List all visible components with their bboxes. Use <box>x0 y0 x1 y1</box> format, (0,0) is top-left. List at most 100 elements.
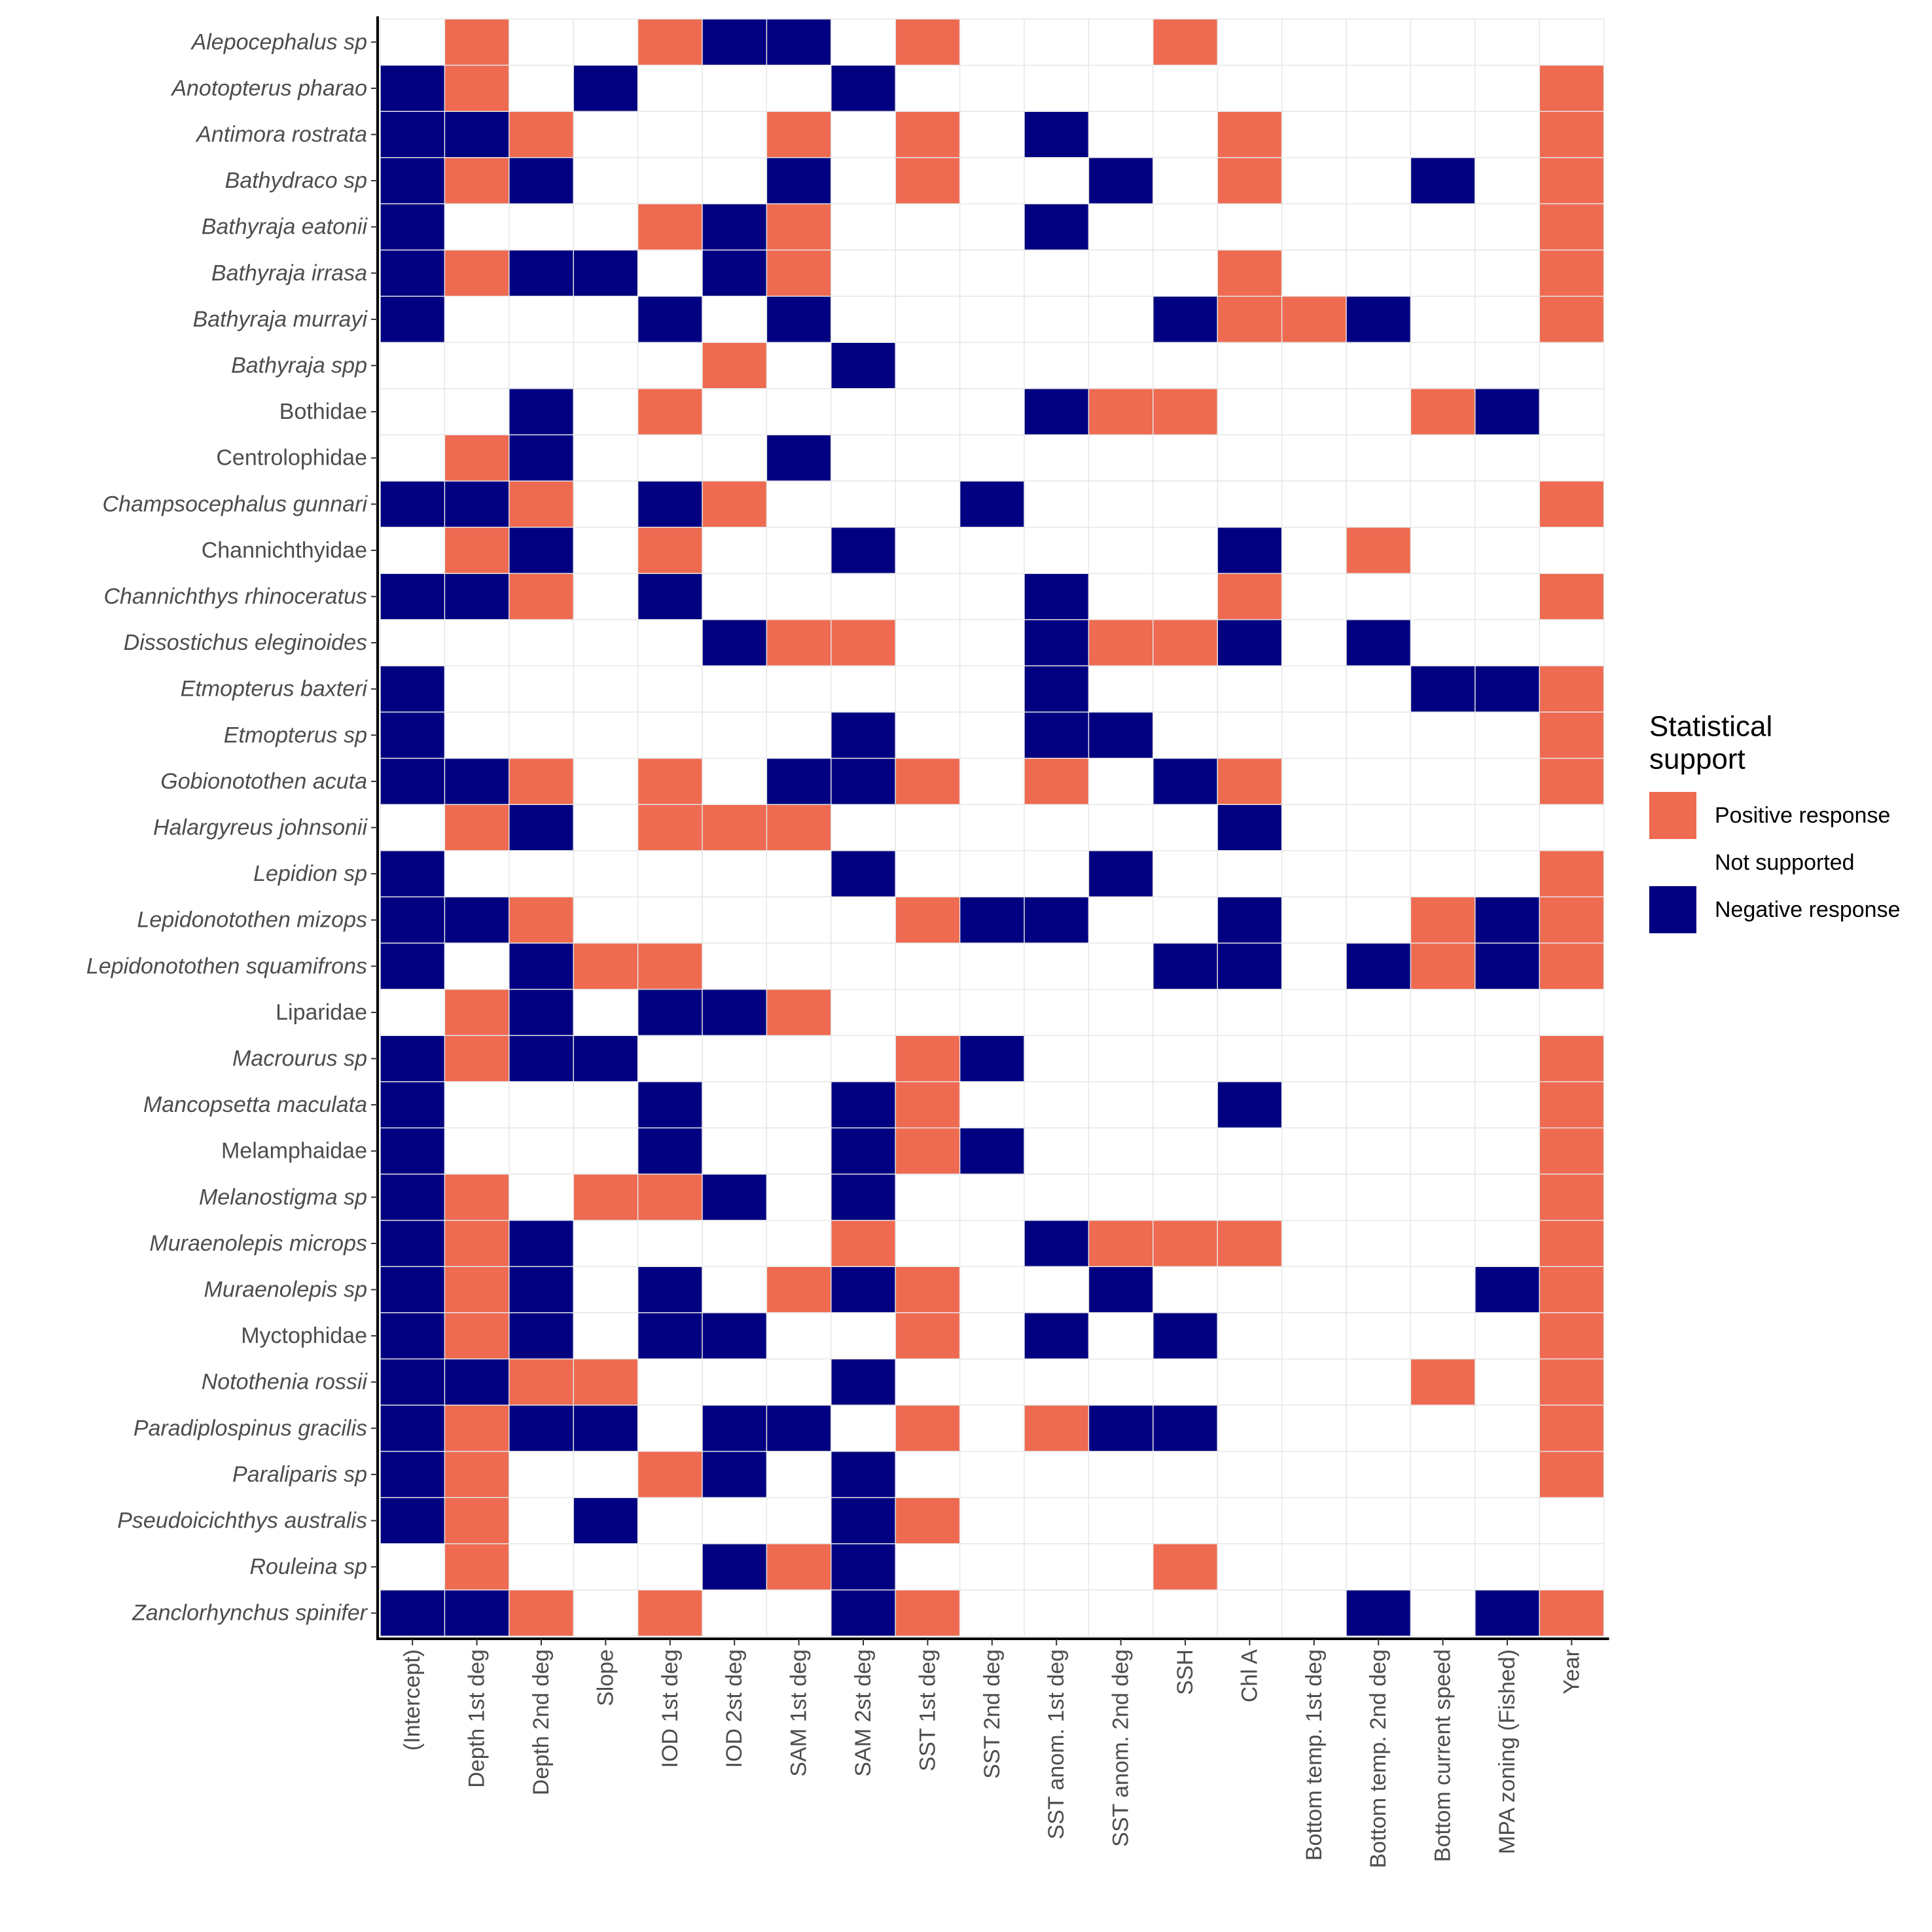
heatmap-cell <box>444 435 509 481</box>
heatmap-cell <box>380 342 445 389</box>
heatmap-cell <box>509 1590 574 1636</box>
heatmap-cell <box>831 157 896 204</box>
x-tick-label: Depth 2nd deg <box>529 1649 554 1795</box>
heatmap-cell <box>1346 989 1411 1036</box>
heatmap-cell <box>1346 250 1411 296</box>
heatmap-cell <box>1281 804 1346 851</box>
heatmap-cell <box>573 250 638 296</box>
heatmap-cell <box>444 619 509 666</box>
heatmap-cell <box>573 1035 638 1082</box>
heatmap-cell <box>959 19 1024 65</box>
heatmap-cell <box>1024 1590 1089 1636</box>
heatmap-cell <box>637 204 702 250</box>
heatmap-cell <box>1088 666 1153 712</box>
heatmap-cell <box>573 897 638 943</box>
heatmap-cell <box>702 1081 767 1128</box>
heatmap-cell <box>766 1359 831 1405</box>
heatmap-cell <box>1281 204 1346 250</box>
heatmap-cell <box>1410 897 1475 943</box>
heatmap-cell <box>509 157 574 204</box>
legend-label: Not supported <box>1715 850 1855 875</box>
heatmap-cell <box>1217 65 1282 112</box>
heatmap-cell <box>637 296 702 343</box>
heatmap-cell <box>573 804 638 851</box>
heatmap-cell <box>766 943 831 990</box>
heatmap-cell <box>1217 1220 1282 1267</box>
heatmap-cell <box>380 1590 445 1636</box>
heatmap-cell <box>1475 1266 1540 1313</box>
heatmap-cell <box>637 989 702 1036</box>
heatmap-cell <box>1539 250 1604 296</box>
heatmap-cell <box>895 1451 960 1498</box>
heatmap-cell <box>1088 65 1153 112</box>
heatmap-cell <box>1153 943 1218 990</box>
heatmap-cell <box>1153 527 1218 574</box>
heatmap-cell <box>1346 1128 1411 1174</box>
heatmap-cell <box>1153 1590 1218 1636</box>
heatmap-cell <box>831 897 896 943</box>
heatmap-cell <box>702 1312 767 1359</box>
heatmap-cell <box>831 850 896 897</box>
legend-swatch <box>1649 792 1696 839</box>
heatmap-cell <box>766 481 831 528</box>
heatmap-cell <box>831 573 896 620</box>
heatmap-cell <box>444 527 509 574</box>
heatmap-cell <box>831 527 896 574</box>
heatmap-cell <box>1410 157 1475 204</box>
heatmap-cell <box>637 804 702 851</box>
heatmap-cell <box>959 204 1024 250</box>
heatmap-cell <box>1346 1312 1411 1359</box>
heatmap-cell <box>959 65 1024 112</box>
heatmap-cell <box>766 897 831 943</box>
heatmap-cell <box>573 157 638 204</box>
heatmap-cell <box>831 1451 896 1498</box>
heatmap-cell <box>1217 204 1282 250</box>
heatmap-cell <box>1217 1174 1282 1221</box>
heatmap-cell <box>444 1035 509 1082</box>
heatmap-cell <box>895 157 960 204</box>
heatmap-cell <box>1024 19 1089 65</box>
heatmap-cell <box>1088 1312 1153 1359</box>
heatmap-cell <box>637 65 702 112</box>
heatmap-cell <box>1088 527 1153 574</box>
heatmap-cell <box>1153 111 1218 158</box>
heatmap-cell <box>1153 619 1218 666</box>
heatmap-cell <box>1539 342 1604 389</box>
heatmap-cell <box>1088 1405 1153 1452</box>
heatmap-cell <box>380 1497 445 1544</box>
heatmap-cell <box>1475 1220 1540 1267</box>
heatmap-cell <box>637 435 702 481</box>
heatmap-cell <box>831 989 896 1036</box>
heatmap-cell <box>1475 1359 1540 1405</box>
y-tick-label: Channichthys rhinoceratus <box>103 584 367 609</box>
heatmap-cell <box>1475 19 1540 65</box>
heatmap-cell <box>1410 619 1475 666</box>
heatmap-cell <box>444 65 509 112</box>
heatmap-cell <box>1217 296 1282 343</box>
heatmap-cell <box>1346 758 1411 805</box>
heatmap-cell <box>509 527 574 574</box>
heatmap-cell <box>444 804 509 851</box>
heatmap-cell <box>1539 1543 1604 1590</box>
heatmap-cell <box>1024 1174 1089 1221</box>
heatmap-cell <box>1088 943 1153 990</box>
heatmap-cell <box>444 1497 509 1544</box>
heatmap-cell <box>1088 573 1153 620</box>
heatmap-cell <box>1217 157 1282 204</box>
x-axis-labels: (Intercept) Depth 1st deg Depth 2nd deg Slo… <box>400 1649 1584 1869</box>
heatmap-cell <box>1410 989 1475 1036</box>
heatmap-cell <box>444 157 509 204</box>
heatmap-cell <box>895 527 960 574</box>
heatmap-cell <box>702 65 767 112</box>
heatmap-cell <box>1153 758 1218 805</box>
heatmap-cell <box>637 1128 702 1174</box>
heatmap-cell <box>637 111 702 158</box>
heatmap-cell <box>1024 157 1089 204</box>
y-tick-label: Bothidae <box>279 399 367 424</box>
heatmap-cell <box>1539 712 1604 759</box>
heatmap-cell <box>1281 65 1346 112</box>
heatmap-cell <box>1539 758 1604 805</box>
heatmap-cell <box>959 296 1024 343</box>
heatmap-cell <box>702 804 767 851</box>
